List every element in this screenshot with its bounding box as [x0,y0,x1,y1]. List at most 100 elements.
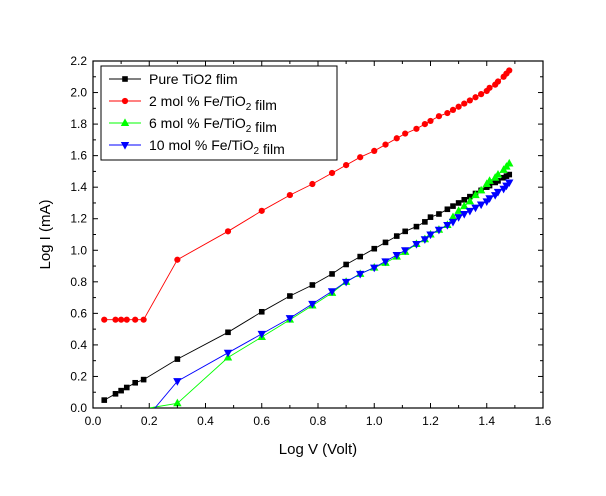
data-point [448,212,458,221]
x-tick-label: 0.4 [197,414,214,428]
data-point [400,247,410,255]
data-point [132,316,139,323]
y-tick-label: 0.4 [70,338,87,352]
legend-label: 6 mol % Fe/TiO2 film [149,115,277,135]
data-point [371,245,378,252]
data-point [483,184,490,190]
data-point [402,228,408,235]
y-tick-label: 1.4 [70,180,87,194]
data-point [485,176,494,184]
data-point [465,196,475,205]
y-tick-label: 0.2 [70,369,87,383]
data-point [436,211,442,217]
legend-text-part: film [251,119,277,135]
data-point [357,253,363,260]
data-point [225,329,231,336]
data-point [506,171,513,178]
data-point [500,174,507,181]
legend-item: 2 mol % Fe/TiO2 film [109,93,277,113]
data-point [329,271,335,277]
data-point [460,210,469,219]
x-tick-label: 1.4 [478,414,495,428]
x-tick-label: 1.6 [535,414,552,428]
series-3 [149,158,514,408]
data-point [461,197,468,203]
legend-swatch-marker [120,142,130,150]
data-point [421,120,428,128]
y-tick-label: 2.0 [70,86,87,100]
y-tick-label: 0.0 [70,401,87,415]
legend-subscript: 2 [246,124,252,135]
y-tick-label: 0.8 [70,275,87,289]
legend-text-part: 6 mol % Fe/TiO [149,115,246,131]
y-tick-label: 1.0 [70,243,87,257]
legend-label: 2 mol % Fe/TiO2 film [149,93,277,113]
x-tick-label: 0.2 [141,414,158,428]
legend-swatch-marker [122,76,128,82]
data-point [503,173,510,179]
data-point [426,231,435,240]
data-point [443,222,452,230]
data-point [123,316,130,323]
x-tick-label: 0.8 [310,414,327,428]
data-point [382,239,389,246]
data-point [309,282,316,288]
data-point [392,252,401,260]
legend-text-part: 2 mol % Fe/TiO [149,93,246,109]
series-1 [101,171,513,403]
data-point [461,100,468,107]
series-4 [154,179,514,408]
x-axis-title: Log V (Volt) [279,441,357,458]
legend-label: Pure TiO2 flim [149,71,238,87]
data-point [308,300,317,309]
data-point [285,315,295,323]
data-point [393,233,400,239]
data-point [371,147,378,155]
y-tick-label: 1.8 [70,117,87,131]
data-point [476,185,486,194]
data-point [476,201,486,210]
legend-subscript: 2 [246,102,252,113]
data-point [112,391,119,397]
data-point [486,84,493,91]
series-2 [101,67,513,323]
data-point [505,179,514,188]
series-line [149,163,510,408]
data-point [413,125,420,132]
legend-item: 10 mol % Fe/TiO2 film [109,137,285,157]
y-tick-label: 1.6 [70,149,87,163]
data-point [118,316,125,323]
data-point [174,256,181,263]
x-tick-label: 1.0 [366,414,383,428]
data-point [327,288,337,296]
data-point [343,162,350,169]
data-point [341,278,351,287]
data-point [173,378,182,386]
data-point [494,78,502,85]
x-tick-label: 0.6 [253,414,270,428]
data-point [444,109,451,117]
data-point [257,330,266,339]
data-point [370,264,379,273]
data-point [287,293,293,299]
data-point [467,193,473,200]
data-point [118,387,124,394]
data-point [140,316,147,323]
data-point [455,103,462,110]
data-point [454,214,463,222]
data-point [455,200,462,206]
axes-layer: 0.0 0.2 0.4 0.6 0.8 1.0 1.2 1.4 1.6 0.0 0.2 0.4 0.6 0… [70,54,551,428]
data-point [413,223,420,230]
legend-subscript: 2 [254,146,260,157]
data-point [173,398,182,407]
data-point [258,308,265,315]
data-point [140,376,147,383]
data-point [460,201,469,210]
legend-swatch-marker [120,118,130,126]
data-point [506,67,513,74]
legend-label: 10 mol % Fe/TiO2 film [149,137,285,157]
data-point [381,258,390,266]
data-point [355,270,365,279]
data-point [493,169,503,178]
data-point [427,117,434,125]
